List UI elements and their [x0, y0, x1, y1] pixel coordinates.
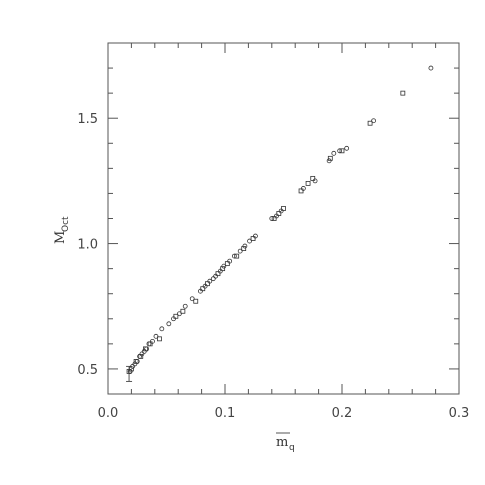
data-point-circle	[153, 333, 159, 339]
data-point-square	[241, 246, 247, 251]
data-point-square	[271, 216, 277, 221]
data-point-circle	[141, 348, 147, 354]
data-point-circle	[210, 276, 216, 282]
data-point-square	[400, 90, 406, 96]
data-point-circle	[428, 65, 434, 71]
data-point-circle	[247, 238, 252, 244]
data-point-circle	[189, 296, 195, 302]
y-tick-label: 0.5	[77, 363, 98, 378]
x-tick-label: 0.1	[215, 406, 236, 421]
x-tick-label: 0.3	[449, 406, 470, 421]
data-point-circle	[331, 150, 337, 156]
y-axis-title-main: M	[53, 231, 68, 244]
x-axis-title-sub: q	[289, 443, 295, 453]
x-tick-label: 0.0	[98, 406, 119, 421]
data-point-circle	[134, 359, 140, 364]
data-point-square	[310, 175, 316, 181]
data-point-square	[200, 286, 206, 292]
data-point-square	[250, 236, 256, 241]
data-point-circle	[144, 346, 150, 352]
axis-ticks	[107, 42, 460, 395]
data-point-square	[138, 353, 144, 359]
data-point-square	[205, 281, 210, 287]
data-point-circle	[139, 351, 145, 357]
data-point-circle	[237, 248, 243, 254]
data-point-square	[143, 346, 148, 352]
data-point-square	[276, 211, 282, 216]
x-axis-title-main: m	[276, 435, 288, 450]
data-point-square	[224, 261, 230, 267]
data-point-circle	[132, 361, 138, 367]
y-tick-label: 1.5	[77, 112, 98, 127]
data-point-square	[193, 298, 199, 304]
data-point-square	[220, 266, 226, 272]
data-point-circle	[221, 263, 227, 269]
data-point-circle	[166, 321, 172, 327]
data-point-square	[298, 188, 304, 194]
data-point-square	[305, 180, 311, 186]
data-point-square	[180, 308, 186, 314]
data-point-circle	[326, 158, 332, 164]
y-axis-title: M Oct	[53, 216, 71, 244]
x-axis-title: m q	[276, 432, 295, 453]
data-point-square	[339, 148, 345, 154]
data-point-square	[147, 341, 153, 347]
data-point-circle	[371, 118, 376, 124]
data-point-square	[215, 271, 221, 277]
data-point-square	[234, 253, 240, 259]
y-tick-labels: 0.5 1.0 1.5	[77, 112, 98, 378]
data-point-square	[367, 120, 373, 126]
y-axis-title-sub: Oct	[61, 216, 71, 232]
data-point-square	[281, 206, 286, 211]
data-point-circle	[242, 243, 248, 249]
data-point-circle	[344, 145, 350, 151]
data-point-square	[128, 366, 134, 372]
plot-frame	[107, 42, 460, 395]
data-point-circle	[137, 353, 142, 359]
data-point-square	[157, 336, 162, 342]
x-tick-labels: 0.0 0.1 0.2 0.3	[98, 406, 470, 421]
data-point-square	[173, 313, 179, 319]
y-tick-label: 1.0	[77, 238, 98, 253]
data-point-circle	[159, 326, 165, 332]
data-points	[126, 65, 434, 374]
data-point-square	[133, 359, 139, 364]
data-point-circle	[182, 303, 188, 309]
data-point-circle	[176, 311, 182, 317]
data-point-square	[327, 155, 333, 161]
x-tick-label: 0.2	[332, 406, 353, 421]
